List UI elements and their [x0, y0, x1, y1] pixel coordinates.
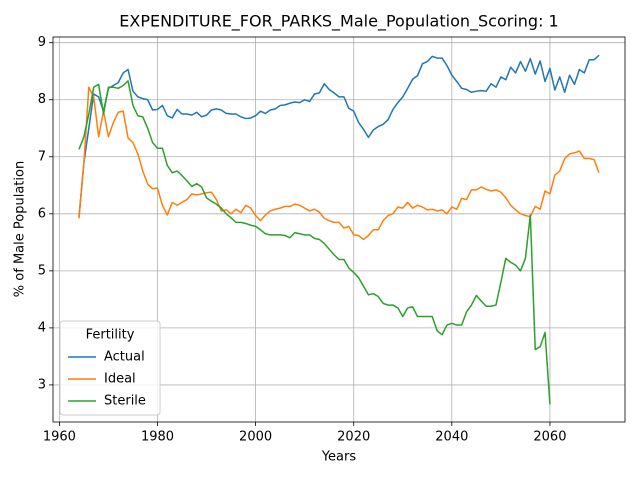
legend-label: Sterile [104, 394, 146, 409]
plot-frame [52, 36, 626, 423]
y-tick-label: 8 [38, 92, 46, 107]
x-tick-label: 1980 [141, 430, 174, 445]
line-series [78, 80, 551, 405]
y-tick-label: 9 [38, 35, 46, 50]
chart-title: EXPENDITURE_FOR_PARKS_Male_Population_Sc… [119, 12, 558, 32]
legend-label: Actual [104, 350, 145, 365]
y-tick-label: 4 [38, 320, 46, 335]
y-tick-label: 5 [38, 263, 46, 278]
x-tick-label: 2040 [435, 430, 468, 445]
x-tick-label: 2020 [337, 430, 370, 445]
y-axis-label: % of Male Population [13, 161, 28, 297]
legend-box [59, 320, 161, 416]
x-axis-label: Years [321, 450, 357, 465]
y-tick-label: 7 [38, 149, 46, 164]
x-tick-label: 2000 [239, 430, 272, 445]
line-series [78, 54, 600, 217]
x-tick-label: 1960 [43, 430, 76, 445]
y-tick-label: 3 [38, 377, 46, 392]
legend-label: Ideal [104, 372, 136, 387]
y-tick-label: 6 [38, 206, 46, 221]
line-series [78, 86, 600, 241]
x-tick-label: 2060 [533, 430, 566, 445]
legend-title: Fertility [86, 328, 135, 343]
